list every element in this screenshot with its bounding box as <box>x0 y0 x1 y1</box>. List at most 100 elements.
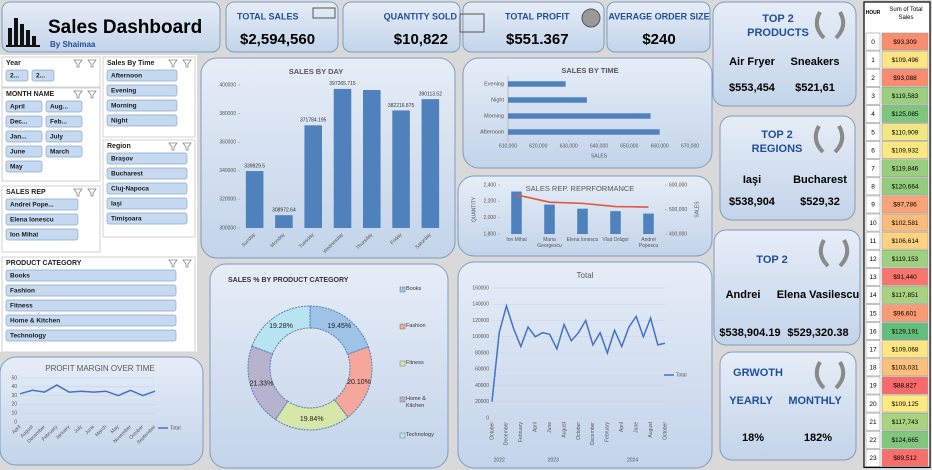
slicer-item-label[interactable]: Jan... <box>10 134 27 141</box>
legend-label: Fashion <box>406 323 426 329</box>
table-hour: 10 <box>869 220 877 227</box>
slicer-item[interactable] <box>45 145 83 158</box>
line <box>19 384 156 397</box>
slicer-item[interactable] <box>45 115 83 128</box>
slicer-item-label[interactable]: Bucharest <box>111 171 144 178</box>
x-tick-label: 610,000 <box>499 143 517 149</box>
slicer-item-label[interactable]: Afternoon <box>111 73 142 80</box>
table-value: $120,664 <box>891 184 918 191</box>
bar <box>610 211 621 234</box>
slicer-item[interactable] <box>106 182 188 195</box>
chart-title: SALES % BY PRODUCT CATEGORY <box>228 277 349 284</box>
table-hour: 6 <box>871 147 875 154</box>
slicer-item[interactable] <box>5 160 43 173</box>
slicer-item-label[interactable]: April <box>10 104 25 111</box>
y-tick-label: 40000 <box>475 383 489 389</box>
slicer-item-label[interactable]: Iaşi <box>111 201 122 208</box>
y-tick-label: 380000 <box>219 111 236 117</box>
slicer-icon <box>168 59 192 68</box>
slicer-item-label[interactable]: 2... <box>10 73 19 80</box>
table-hour: 14 <box>869 292 877 299</box>
slicer-item-label[interactable]: Night <box>111 118 128 125</box>
slicer-item[interactable] <box>5 213 79 226</box>
slicer-item-label[interactable]: Feb... <box>50 119 67 126</box>
slicer-item[interactable] <box>5 269 177 282</box>
slicer-item-label[interactable]: June <box>10 149 26 156</box>
slicer-item[interactable] <box>106 84 178 97</box>
panel-entry-name: Air Fryer <box>729 56 776 68</box>
slicer-item[interactable] <box>31 69 55 82</box>
slicer-item-label[interactable]: Cluj-Napoca <box>111 186 149 193</box>
slicer-item-label[interactable]: Evening <box>111 88 136 95</box>
slicer-item[interactable] <box>106 114 178 127</box>
slicer-item-label[interactable]: 2... <box>36 73 45 80</box>
slicer-title: Region <box>107 143 131 150</box>
slicer-item-label[interactable]: Fitness <box>10 303 33 310</box>
slicer-item[interactable] <box>106 99 178 112</box>
slicer-item-label[interactable]: Andrei Pope... <box>10 202 54 209</box>
table-cell <box>865 123 881 141</box>
x-tick-label: Ion Mihai <box>506 237 527 243</box>
panel-title-box: TOP 2 REGIONS <box>752 129 803 155</box>
slicer-item-label[interactable]: Morning <box>111 103 137 110</box>
data-label: 308972.64 <box>272 207 296 213</box>
slicer-item[interactable] <box>5 69 29 82</box>
slicer-item[interactable] <box>106 69 178 82</box>
slicer-item-label[interactable]: Aug... <box>50 104 68 111</box>
slicer-item[interactable] <box>5 299 177 312</box>
legend-swatch <box>399 396 406 403</box>
panel-entry-value: 18% <box>742 432 764 444</box>
table-value: $106,614 <box>891 238 918 245</box>
data-label: 19.45% <box>327 323 351 330</box>
slicer-item-label[interactable]: Books <box>10 273 30 280</box>
slicer-item[interactable] <box>5 198 79 211</box>
slicer-item[interactable] <box>45 100 83 113</box>
y-tick-label: 400000 <box>219 82 236 88</box>
panel-title: TOP 2 CUSTOMERS <box>756 254 788 266</box>
data-label: 397265.715 <box>329 81 356 87</box>
slicer-item[interactable] <box>45 130 83 143</box>
x-tick-label: December <box>504 422 510 445</box>
slicer-item-label[interactable]: Timişoara <box>111 216 142 223</box>
slicer-item-label[interactable]: Braşov <box>111 156 133 163</box>
table-value: $109,125 <box>891 401 918 408</box>
slicer-item[interactable] <box>106 197 188 210</box>
slicer-item-label[interactable]: July <box>50 134 63 141</box>
slicer-item-label[interactable]: March <box>50 149 69 156</box>
slicer-item-label[interactable]: Fashion <box>10 288 35 295</box>
slicer-item-label[interactable]: Elena Ionescu <box>10 217 54 224</box>
panel-entry-name: Sneakers <box>791 56 840 68</box>
slicer-item[interactable] <box>106 167 188 180</box>
table-hour: 9 <box>871 202 875 209</box>
slicer-item-label[interactable]: Technology <box>10 333 46 340</box>
slicer-item[interactable] <box>106 152 188 165</box>
legend-label-box: Home & Kitchen <box>406 396 426 409</box>
table-value: $97,786 <box>893 202 917 209</box>
slicer-item[interactable] <box>5 329 177 342</box>
x-tick-label: December <box>590 422 596 445</box>
y-tick-label: 20 <box>11 402 17 408</box>
slicer-item[interactable] <box>5 228 79 241</box>
slicer-item[interactable] <box>5 284 177 297</box>
slicer-item-label[interactable]: Ion Mihai <box>10 232 38 239</box>
table-hour: 15 <box>869 310 877 317</box>
slicer-item[interactable] <box>5 145 43 158</box>
data-label: 19.28% <box>269 323 293 330</box>
y-tick-label: 20000 <box>475 399 489 405</box>
table-cell <box>881 159 929 178</box>
slicer-item[interactable] <box>5 314 177 327</box>
slicer-item[interactable] <box>106 212 188 225</box>
table-hour: 8 <box>871 184 875 191</box>
y-tick-label: 2,200 <box>483 199 496 205</box>
slicer-item-label[interactable]: Home & Kitchen <box>10 318 60 325</box>
x-axis-label: SALES <box>591 153 608 159</box>
slicer-item[interactable] <box>5 130 43 143</box>
table-header: Sum of Total Sales <box>889 7 923 21</box>
slicer-item[interactable] <box>5 100 43 113</box>
slicer-item-label[interactable]: Dec... <box>10 119 28 126</box>
table-cell <box>881 50 929 69</box>
y-tick-label: 140000 <box>472 302 489 308</box>
slicer-item-label[interactable]: May <box>10 164 23 171</box>
panel <box>225 1 339 53</box>
slicer-item[interactable] <box>5 115 43 128</box>
